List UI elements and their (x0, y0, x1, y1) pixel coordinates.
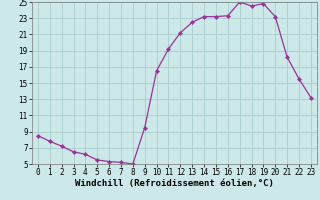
X-axis label: Windchill (Refroidissement éolien,°C): Windchill (Refroidissement éolien,°C) (75, 179, 274, 188)
